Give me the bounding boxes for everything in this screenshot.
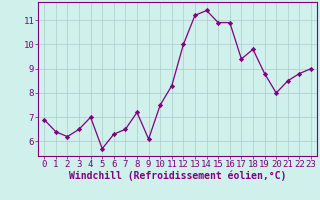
X-axis label: Windchill (Refroidissement éolien,°C): Windchill (Refroidissement éolien,°C) — [69, 171, 286, 181]
